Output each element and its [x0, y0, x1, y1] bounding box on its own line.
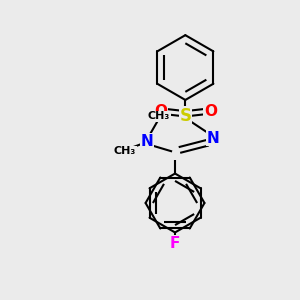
Text: CH₃: CH₃ [148, 111, 170, 121]
Text: N: N [207, 131, 220, 146]
Text: N: N [141, 134, 153, 149]
Text: O: O [204, 104, 217, 119]
Text: F: F [170, 236, 180, 251]
Text: CH₃: CH₃ [114, 146, 136, 157]
Text: O: O [154, 104, 167, 119]
Text: S: S [179, 107, 191, 125]
